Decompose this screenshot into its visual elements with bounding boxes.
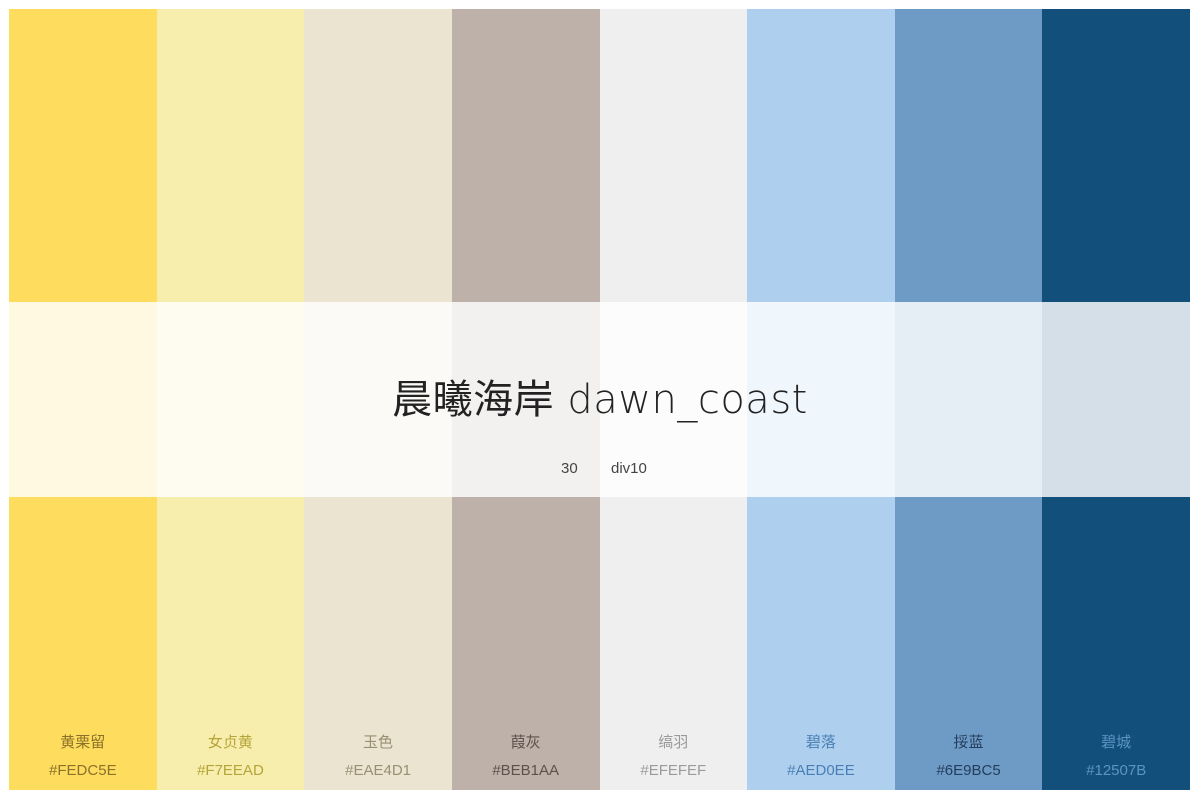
swatch-name: 玉色 xyxy=(363,733,394,751)
swatch-name: 碧落 xyxy=(805,733,836,751)
swatch-name: 黄栗留 xyxy=(60,733,106,751)
palette-count: 30 xyxy=(561,460,578,477)
swatch-hex: #F7EEAD xyxy=(197,762,264,779)
swatch-hex: #BEB1AA xyxy=(492,762,560,779)
palette-title: 晨曦海岸 dawn_coast xyxy=(392,377,808,423)
swatch-name: 缟羽 xyxy=(658,733,689,751)
swatch-name: 女贞黄 xyxy=(207,733,253,751)
swatch-name: 葭灰 xyxy=(510,733,541,751)
swatch-name: 挼蓝 xyxy=(953,733,984,751)
swatch-hex: #EAE4D1 xyxy=(345,762,411,779)
swatch-hex: #6E9BC5 xyxy=(936,762,1001,779)
title-band xyxy=(9,302,1190,497)
swatch-hex: #FEDC5E xyxy=(49,762,117,779)
swatch-hex: #AED0EE xyxy=(787,762,855,779)
palette-type: div10 xyxy=(611,460,647,477)
swatch-hex: #12507B xyxy=(1086,762,1147,779)
swatch-hex: #EFEFEF xyxy=(640,762,707,779)
swatch-name: 碧城 xyxy=(1101,733,1132,751)
